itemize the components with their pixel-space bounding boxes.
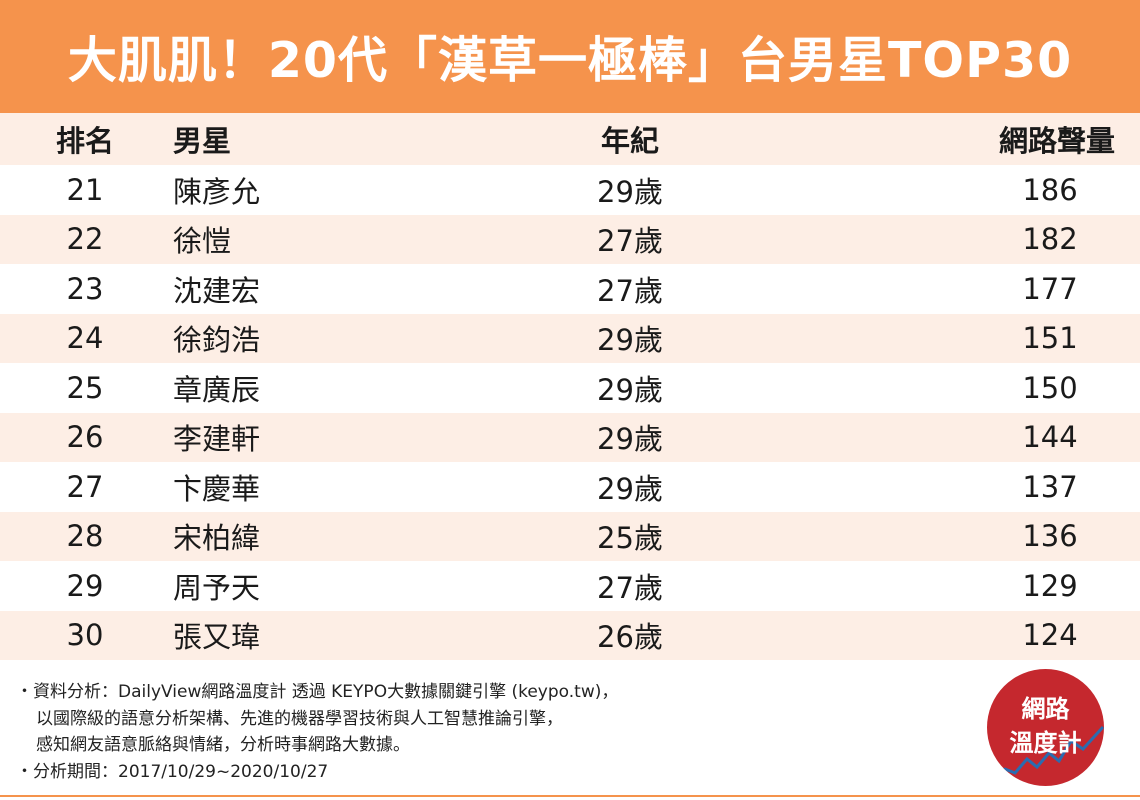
table-row: 23 沈建宏 27歲 177 <box>0 264 1140 314</box>
age-cell: 29歲 <box>597 174 663 209</box>
table-row: 22 徐愷 27歲 182 <box>0 214 1140 264</box>
rank-cell: 29 <box>66 568 104 603</box>
rank-cell: 24 <box>66 321 104 356</box>
rank-cell: 23 <box>66 271 104 306</box>
logo-text-top: 網路 <box>1021 695 1070 723</box>
age-cell: 29歲 <box>597 471 663 506</box>
table-row: 28 宋柏緯 25歲 136 <box>0 511 1140 561</box>
logo-text-bottom: 溫度計 <box>1009 729 1082 757</box>
name-cell: 李建軒 <box>173 422 261 457</box>
name-cell: 卞慶華 <box>173 471 261 506</box>
age-cell: 29歲 <box>597 422 663 457</box>
page-title: 大肌肌！20代「漢草一極棒」台男星TOP30 <box>67 32 1073 89</box>
footer-notes: ・資料分析：DailyView網路溫度計 透過 KEYPO大數據關鍵引擎 (ke… <box>16 679 916 785</box>
volume-cell: 151 <box>1022 321 1078 356</box>
volume-cell: 182 <box>1022 222 1078 257</box>
volume-cell: 136 <box>1022 519 1078 554</box>
dailyview-logo: 網路 溫度計 <box>987 669 1104 786</box>
name-cell: 周予天 <box>173 570 261 605</box>
table-row: 21 陳彥允 29歲 186 <box>0 165 1140 215</box>
trend-line-icon <box>988 725 1104 779</box>
age-cell: 29歲 <box>597 323 663 358</box>
footer-method: 以國際級的語意分析架構、先進的機器學習技術與人工智慧推論引擎， <box>36 708 563 729</box>
rank-cell: 22 <box>66 222 104 257</box>
header-age: 年紀 <box>600 124 659 158</box>
rank-cell: 28 <box>66 519 104 554</box>
name-cell: 徐鈞浩 <box>173 323 261 358</box>
table-row: 26 李建軒 29歲 144 <box>0 412 1140 462</box>
name-cell: 沈建宏 <box>173 273 261 308</box>
volume-cell: 124 <box>1022 618 1078 653</box>
name-cell: 徐愷 <box>173 224 232 259</box>
table-row: 25 章廣辰 29歲 150 <box>0 363 1140 413</box>
volume-cell: 177 <box>1022 271 1078 306</box>
volume-cell: 137 <box>1022 469 1078 504</box>
header-rank: 排名 <box>55 124 114 158</box>
header-volume: 網路聲量 <box>998 124 1115 158</box>
name-cell: 張又瑋 <box>173 620 261 655</box>
table-row: 27 卞慶華 29歲 137 <box>0 462 1140 512</box>
name-cell: 章廣辰 <box>173 372 261 407</box>
rank-cell: 27 <box>66 469 104 504</box>
age-cell: 25歲 <box>597 521 663 556</box>
rank-cell: 30 <box>66 618 104 653</box>
rank-cell: 21 <box>66 172 104 207</box>
age-cell: 29歲 <box>597 372 663 407</box>
bottom-divider <box>0 795 1140 797</box>
title-banner <box>0 0 1140 113</box>
volume-cell: 144 <box>1022 420 1078 455</box>
footer-period: ・分析期間：2017/10/29~2020/10/27 <box>16 761 329 782</box>
name-cell: 陳彥允 <box>173 174 261 209</box>
ranking-table: 排名 男星 年紀 網路聲量 21 陳彥允 29歲 186 22 徐愷 27歲 182 23 沈建宏… <box>0 113 1140 660</box>
volume-cell: 150 <box>1022 370 1078 405</box>
footer-description: 感知網友語意脈絡與情緒，分析時事網路大數據。 <box>36 735 410 755</box>
rank-cell: 26 <box>66 420 104 455</box>
age-cell: 27歲 <box>597 570 663 605</box>
table-row: 24 徐鈞浩 29歲 151 <box>0 313 1140 363</box>
volume-cell: 186 <box>1022 172 1078 207</box>
age-cell: 27歲 <box>597 224 663 259</box>
age-cell: 26歲 <box>597 620 663 655</box>
footer-source: ・資料分析：DailyView網路溫度計 透過 KEYPO大數據關鍵引擎 (ke… <box>16 682 619 702</box>
name-cell: 宋柏緯 <box>173 521 261 556</box>
table-row: 30 張又瑋 26歲 124 <box>0 610 1140 660</box>
age-cell: 27歲 <box>597 273 663 308</box>
table-header-row: 排名 男星 年紀 網路聲量 <box>0 113 1140 165</box>
table-row: 29 周予天 27歲 129 <box>0 561 1140 611</box>
volume-cell: 129 <box>1022 568 1078 603</box>
rank-cell: 25 <box>66 370 104 405</box>
header-name: 男星 <box>173 124 232 158</box>
